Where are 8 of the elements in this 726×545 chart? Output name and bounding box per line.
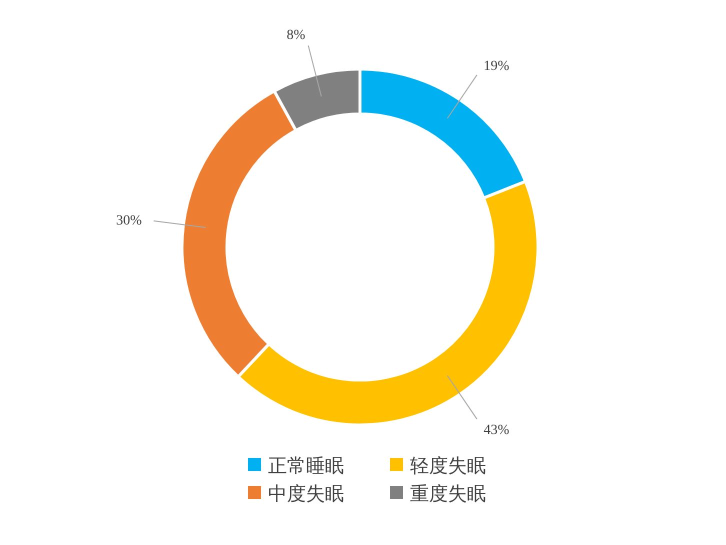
legend-label: 重度失眠 — [410, 483, 486, 505]
data-label: 30% — [116, 213, 142, 228]
data-label: 19% — [484, 59, 510, 74]
legend-label: 正常睡眠 — [268, 455, 344, 477]
legend-label: 中度失眠 — [268, 483, 344, 505]
legend-label: 轻度失眠 — [410, 455, 486, 477]
data-label: 8% — [286, 28, 306, 43]
data-label: 43% — [484, 422, 510, 438]
